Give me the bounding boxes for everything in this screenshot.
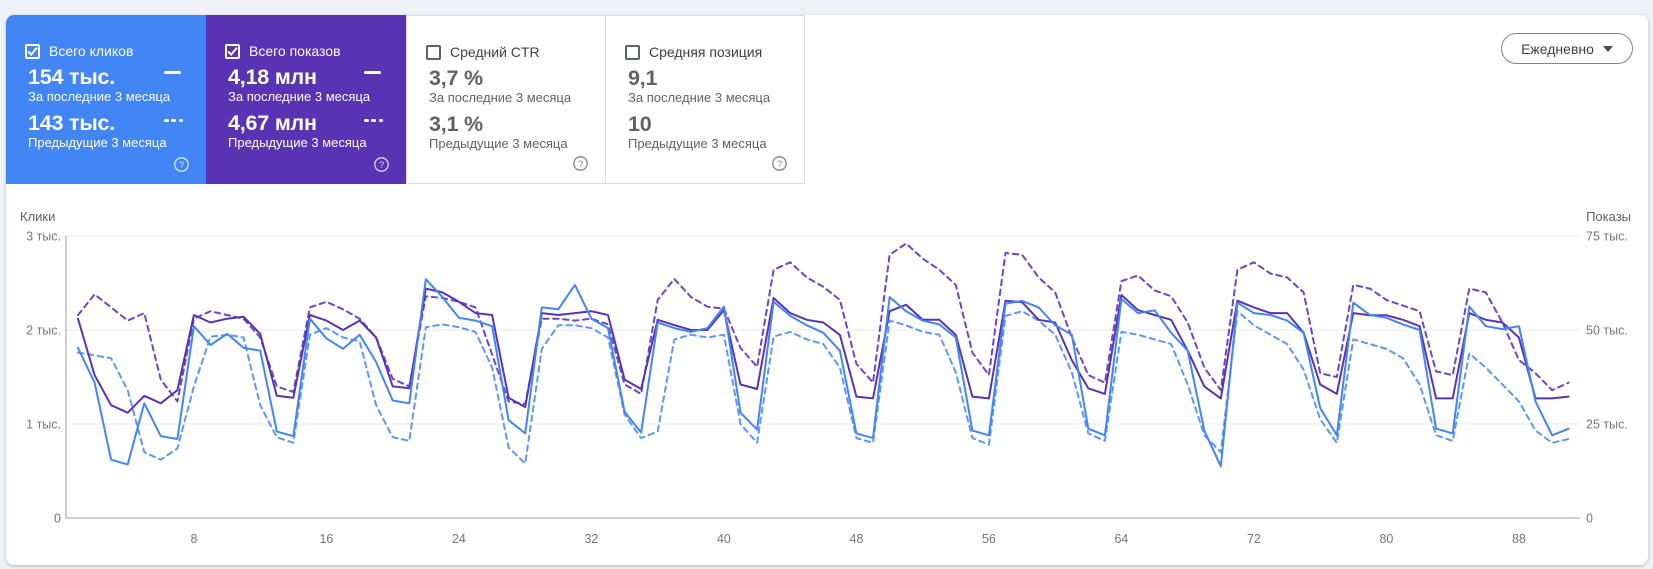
left-axis-tick-label: 3 тыс. (26, 230, 61, 244)
right-axis-tick-label: 75 тыс. (1586, 230, 1628, 244)
help-icon[interactable]: ? (174, 157, 189, 172)
average-position-checkbox[interactable] (625, 44, 640, 60)
metric-value-previous: 10 (628, 112, 652, 136)
card-average-position[interactable]: Средняя позиция 9,1 За последние 3 месяц… (605, 15, 805, 184)
right-axis-tick-label: 50 тыс. (1586, 324, 1628, 338)
x-axis-tick-label: 40 (717, 532, 731, 546)
series-clicks-dashed (77, 310, 1570, 465)
current-period-line-icon (164, 71, 181, 74)
previous-period-line-icon (164, 119, 183, 122)
granularity-dropdown[interactable]: Ежедневно (1501, 33, 1633, 64)
metric-value-current: 3,7 % (429, 66, 483, 90)
right-axis-tick-label: 0 (1586, 512, 1593, 526)
metric-period-previous: Предыдущие 3 месяца (228, 135, 367, 150)
metric-value-current: 154 тыс. (28, 65, 116, 89)
help-icon[interactable]: ? (374, 157, 389, 172)
series-impressions-dashed (77, 242, 1570, 406)
card-average-position-header: Средняя позиция (625, 44, 762, 60)
card-label: Средний CTR (450, 44, 540, 60)
metric-period-previous: Предыдущие 3 месяца (628, 136, 767, 151)
granularity-label: Ежедневно (1521, 40, 1594, 57)
average-ctr-checkbox[interactable] (426, 44, 441, 60)
card-average-ctr[interactable]: Средний CTR 3,7 % За последние 3 месяца … (406, 15, 606, 184)
svg-text:?: ? (179, 160, 184, 171)
card-label: Средняя позиция (649, 44, 763, 60)
x-axis-tick-label: 88 (1512, 532, 1526, 546)
x-axis-tick-label: 64 (1114, 532, 1128, 546)
chart-plot-area[interactable] (66, 236, 1580, 518)
metric-value-previous: 3,1 % (429, 112, 483, 136)
metric-value-current: 9,1 (628, 66, 658, 90)
help-icon[interactable]: ? (573, 156, 588, 171)
x-axis-tick-label: 8 (190, 532, 197, 546)
card-total-impressions-header: Всего показов (225, 43, 341, 59)
left-axis-title: Клики (20, 209, 55, 224)
card-average-ctr-header: Средний CTR (426, 44, 540, 60)
x-axis-tick-label: 16 (319, 532, 333, 546)
card-total-impressions[interactable]: Всего показов 4,18 млн За последние 3 ме… (206, 15, 406, 184)
metric-period-current: За последние 3 месяца (429, 90, 572, 105)
metric-period-previous: Предыдущие 3 месяца (429, 136, 568, 151)
card-total-clicks-header: Всего кликов (25, 43, 133, 59)
series-clicks-solid (77, 278, 1570, 468)
x-axis-tick-label: 32 (584, 532, 598, 546)
chevron-down-icon (1602, 45, 1613, 52)
total-impressions-checkbox[interactable] (225, 43, 240, 59)
right-axis-title: Показы (1586, 209, 1631, 224)
svg-text:?: ? (379, 160, 384, 171)
metric-period-current: За последние 3 месяца (228, 89, 371, 104)
x-axis-tick-label: 56 (982, 532, 996, 546)
metric-cards: Всего кликов 154 тыс. За последние 3 мес… (6, 15, 805, 184)
total-clicks-checkbox[interactable] (25, 43, 40, 59)
series-impressions-solid (77, 287, 1570, 414)
x-axis-tick-label: 48 (849, 532, 863, 546)
card-total-clicks[interactable]: Всего кликов 154 тыс. За последние 3 мес… (6, 15, 206, 184)
svg-text:?: ? (777, 159, 782, 170)
svg-text:?: ? (578, 159, 583, 170)
x-axis-tick-label: 80 (1379, 532, 1393, 546)
left-axis-tick-label: 2 тыс. (26, 324, 61, 338)
metric-value-previous: 4,67 млн (228, 111, 317, 135)
metric-period-previous: Предыдущие 3 месяца (28, 135, 167, 150)
x-axis-tick-label: 72 (1247, 532, 1261, 546)
help-icon[interactable]: ? (772, 156, 787, 171)
metric-period-current: За последние 3 месяца (28, 89, 171, 104)
left-axis-tick-label: 0 (54, 512, 61, 526)
metric-value-previous: 143 тыс. (28, 111, 116, 135)
card-label: Всего кликов (49, 43, 134, 59)
current-period-line-icon (364, 71, 381, 74)
right-axis-tick-label: 25 тыс. (1586, 418, 1628, 432)
x-axis-tick-label: 24 (452, 532, 466, 546)
metric-period-current: За последние 3 месяца (628, 90, 771, 105)
metric-value-current: 4,18 млн (228, 65, 317, 89)
card-label: Всего показов (249, 43, 341, 59)
previous-period-line-icon (364, 119, 383, 122)
left-axis-tick-label: 1 тыс. (26, 418, 61, 432)
